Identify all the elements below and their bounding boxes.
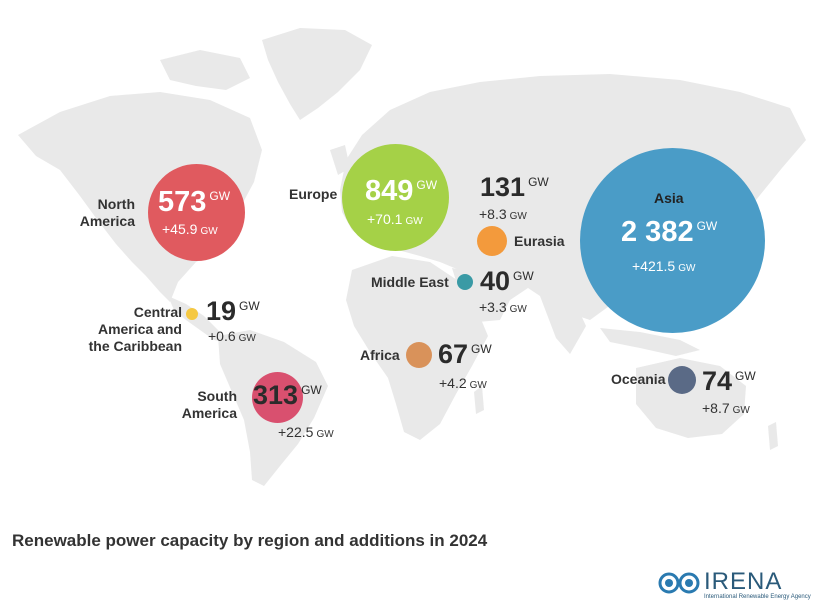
- africa-label: Africa: [360, 347, 400, 363]
- europe-capacity: 849 GW: [365, 175, 438, 207]
- irena-wordmark: IRENA: [704, 568, 783, 595]
- eurasia-label: Eurasia: [514, 233, 565, 249]
- north-america-addition: +45.9 GW: [162, 221, 218, 237]
- central-america-bubble: [186, 308, 198, 320]
- irena-logo: IRENA International Renewable Energy Age…: [658, 568, 811, 602]
- asia-label: Asia: [654, 190, 684, 206]
- new-zealand-landmass: [768, 422, 778, 450]
- irena-logo-icon: [658, 572, 700, 594]
- oceania-capacity: 74 GW: [702, 366, 756, 396]
- irena-subtitle: International Renewable Energy Agency: [704, 594, 811, 600]
- north-america-capacity: 573 GW: [158, 186, 231, 218]
- eurasia-bubble: [477, 226, 507, 256]
- central-america-addition: +0.6 GW: [208, 328, 256, 344]
- africa-bubble: [406, 342, 432, 368]
- indonesia-landmass: [600, 328, 700, 356]
- middle-east-label: Middle East: [371, 274, 449, 290]
- eurasia-addition: +8.3 GW: [479, 206, 527, 222]
- south-america-bubble: [252, 372, 303, 423]
- middle-east-bubble: [457, 274, 473, 290]
- greenland-landmass: [262, 28, 372, 120]
- south-america-addition: +22.5 GW: [278, 424, 334, 440]
- north-america-bubble: [148, 164, 245, 261]
- central-america-landmass: [168, 296, 226, 342]
- middle-east-capacity: 40 GW: [480, 266, 534, 296]
- africa-capacity: 67 GW: [438, 339, 492, 369]
- north-america-label: North America: [79, 196, 135, 229]
- arctic-islands-landmass: [160, 50, 250, 90]
- chart-title: Renewable power capacity by region and a…: [12, 531, 488, 550]
- madagascar-landmass: [474, 386, 484, 414]
- central-america-label: Central America and the Caribbean: [88, 304, 182, 354]
- australia-landmass: [636, 358, 746, 438]
- eurasia-capacity: 131 GW: [480, 172, 549, 202]
- oceania-label: Oceania: [611, 371, 666, 387]
- middle-east-addition: +3.3 GW: [479, 299, 527, 315]
- asia-bubble: [580, 148, 765, 333]
- africa-addition: +4.2 GW: [439, 375, 487, 391]
- south-america-label: South America: [181, 388, 237, 421]
- india-landmass: [540, 296, 586, 354]
- europe-bubble: [342, 144, 449, 251]
- oceania-bubble: [668, 366, 696, 394]
- asia-addition: +421.5 GW: [632, 258, 696, 274]
- oceania-addition: +8.7 GW: [702, 400, 750, 416]
- europe-label: Europe: [289, 186, 338, 202]
- central-america-capacity: 19 GW: [206, 296, 260, 326]
- europe-addition: +70.1 GW: [367, 211, 423, 227]
- south-america-capacity: 313 GW: [253, 380, 322, 410]
- asia-capacity: 2 382 GW: [621, 216, 718, 248]
